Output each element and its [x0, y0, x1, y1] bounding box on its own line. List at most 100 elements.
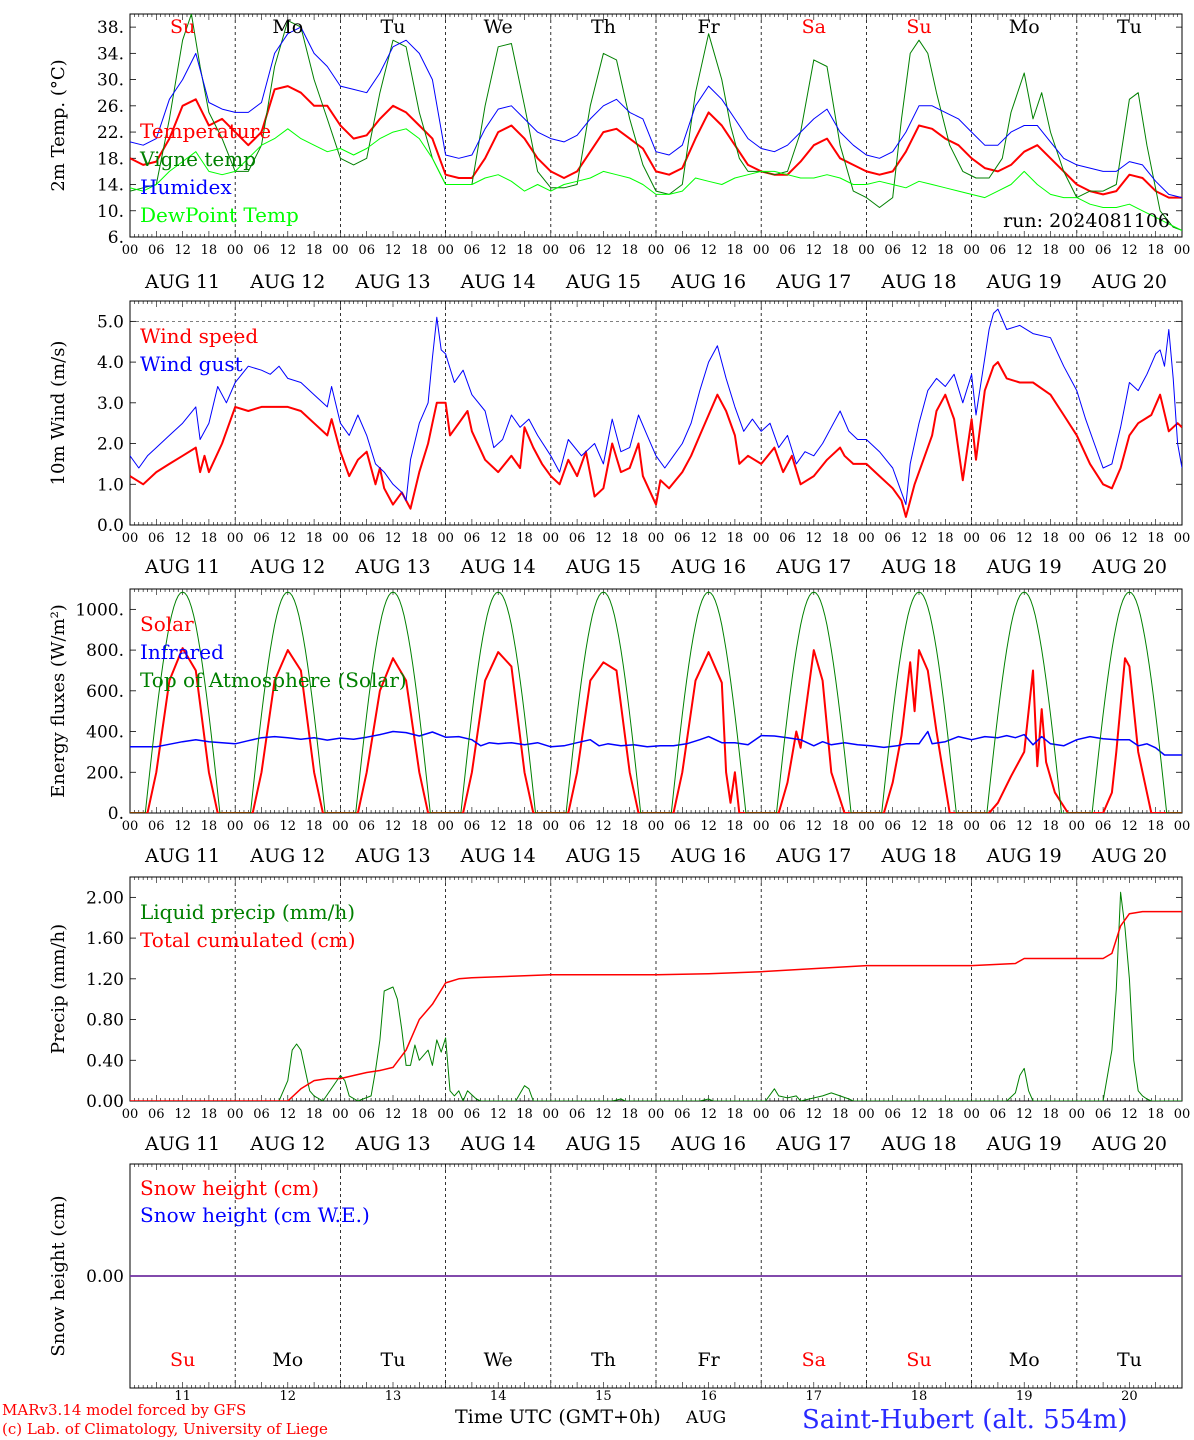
hour-label: 06 [1095, 243, 1112, 258]
date-label: AUG 18 [880, 556, 956, 578]
run-annotation: run: 2024081106 [1003, 210, 1170, 232]
date-label: AUG 17 [775, 1133, 851, 1155]
hour-label: 12 [1016, 531, 1033, 546]
day-name: Th [591, 16, 616, 38]
hour-label: 18 [1147, 819, 1164, 834]
hour-label: 00 [963, 243, 980, 258]
hour-label: 12 [490, 531, 507, 546]
y-tick-label: 0.80 [86, 1011, 124, 1031]
date-label: AUG 11 [144, 1133, 220, 1155]
plot-frame [129, 300, 1183, 526]
hour-label: 06 [569, 819, 586, 834]
hour-label: 18 [832, 1107, 849, 1122]
hour-label: 18 [411, 1107, 428, 1122]
y-tick-label: 34. [97, 44, 124, 64]
hour-label: 06 [148, 531, 165, 546]
day-name: Tu [381, 1349, 406, 1371]
legend-entry: DewPoint Temp [140, 203, 299, 227]
hour-label: 18 [306, 531, 323, 546]
date-label: AUG 19 [986, 271, 1062, 293]
y-tick-label: 0.00 [86, 1092, 124, 1112]
hour-label: 12 [806, 819, 823, 834]
hour-label: 12 [490, 243, 507, 258]
series-line-liquid-precip-mm-h [130, 891, 1182, 1101]
y-axis-label: Precip (mm/h) [48, 924, 69, 1054]
hour-label: 18 [201, 531, 218, 546]
hour-label: 06 [674, 1107, 691, 1122]
hour-label: 06 [990, 531, 1007, 546]
hour-label: 06 [1095, 819, 1112, 834]
hour-label: 00 [543, 243, 560, 258]
day-name: Tu [381, 16, 406, 38]
hour-label: 12 [700, 819, 717, 834]
date-label: AUG 15 [565, 845, 641, 867]
hour-label: 18 [1042, 1107, 1059, 1122]
y-tick-label: 200. [86, 763, 124, 783]
day-name: Mo [272, 16, 303, 38]
panel-wind: 0.0 1.0 2.0 3.0 4.0 5.0 10m Wind (m/s) Wind spe… [48, 300, 1190, 578]
y-tick-label: 22. [97, 123, 124, 143]
y-tick-label: 1.60 [86, 929, 124, 949]
hour-label: 00 [1069, 243, 1086, 258]
hour-label: 12 [595, 531, 612, 546]
hour-label: 06 [674, 243, 691, 258]
date-label: AUG 17 [775, 556, 851, 578]
hour-label: 00 [753, 531, 770, 546]
legend-entry: Top of Atmosphere (Solar) [140, 668, 407, 692]
series-line-infrared [130, 730, 1182, 756]
hour-label: 18 [1147, 243, 1164, 258]
date-label: AUG 11 [144, 271, 220, 293]
y-tick-label: 18. [97, 149, 124, 169]
hour-label: 18 [937, 531, 954, 546]
hour-label: 12 [1121, 243, 1138, 258]
hour-label: 00 [227, 531, 244, 546]
hour-label: 18 [621, 1107, 638, 1122]
day-number: 16 [700, 1389, 717, 1404]
legend-entry: Wind gust [140, 352, 243, 376]
hour-label: 00 [648, 1107, 665, 1122]
date-label: AUG 13 [354, 271, 430, 293]
day-name: Sa [802, 1349, 826, 1371]
day-name: Su [906, 16, 931, 38]
day-name: We [484, 16, 513, 38]
hour-label: 18 [727, 819, 744, 834]
date-label: AUG 12 [249, 845, 325, 867]
hour-label: 00 [332, 531, 349, 546]
hour-label: 18 [201, 243, 218, 258]
hour-label: 18 [832, 819, 849, 834]
y-axis-label: Energy fluxes (W/m²) [48, 604, 69, 798]
day-name: Su [170, 1349, 195, 1371]
hour-label: 00 [1174, 1107, 1191, 1122]
hour-label: 18 [937, 819, 954, 834]
hour-label: 06 [990, 819, 1007, 834]
hour-label: 06 [358, 243, 375, 258]
date-label: AUG 13 [354, 1133, 430, 1155]
y-tick-label: 30. [97, 71, 124, 91]
legend-entry: Wind speed [140, 324, 258, 348]
day-name: Mo [272, 1349, 303, 1371]
hour-label: 00 [1174, 243, 1191, 258]
day-name: Mo [1009, 16, 1040, 38]
hour-label: 12 [174, 243, 191, 258]
hour-label: 18 [832, 531, 849, 546]
meteogram-panels: 6. 10. 14. 18. 22. 26. 30. 34. 38. 2m Temp. (°C) T… [48, 13, 1191, 1404]
hour-label: 06 [358, 531, 375, 546]
hour-label: 06 [884, 243, 901, 258]
hour-label: 00 [963, 819, 980, 834]
date-label: AUG 18 [880, 1133, 956, 1155]
hour-label: 06 [779, 243, 796, 258]
hour-label: 00 [437, 531, 454, 546]
hour-label: 18 [411, 531, 428, 546]
legend-entry: Total cumulated (cm) [140, 928, 356, 952]
hour-label: 18 [1042, 243, 1059, 258]
date-label: AUG 13 [354, 845, 430, 867]
hour-label: 00 [122, 243, 139, 258]
hour-label: 06 [253, 819, 270, 834]
y-tick-label: 5.0 [97, 312, 124, 332]
hour-label: 18 [1147, 531, 1164, 546]
y-tick-label: 10. [97, 202, 124, 222]
hour-label: 18 [727, 531, 744, 546]
hour-label: 12 [700, 243, 717, 258]
hour-label: 00 [437, 819, 454, 834]
hour-label: 12 [174, 531, 191, 546]
